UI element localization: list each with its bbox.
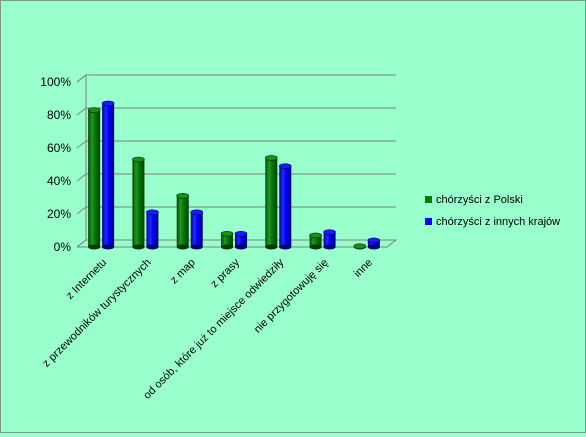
x-tick-label: z prasy xyxy=(209,256,243,290)
bar xyxy=(278,163,292,250)
bar xyxy=(132,156,145,250)
side-wall xyxy=(76,73,87,248)
bar-top xyxy=(87,107,101,113)
bar-base xyxy=(190,244,203,250)
bar-base xyxy=(88,244,101,250)
bar-base xyxy=(235,244,247,250)
bar-body xyxy=(309,235,322,247)
bar-body xyxy=(221,233,233,247)
bar-body xyxy=(235,233,247,247)
bar-body xyxy=(146,212,159,247)
y-tick-label: 80% xyxy=(47,108,71,122)
bar-top xyxy=(220,231,234,237)
bar-top xyxy=(146,209,159,216)
x-tick-label: z Internetu xyxy=(64,257,109,302)
x-tick-label: inne xyxy=(352,257,375,280)
bar xyxy=(264,155,278,250)
gridline-diagonal xyxy=(76,107,87,116)
gridline-diagonal xyxy=(76,140,87,149)
bar-top xyxy=(101,100,115,107)
y-tick-label: 40% xyxy=(47,174,71,188)
bar-top xyxy=(367,237,381,244)
bar-base xyxy=(102,244,115,250)
bar-base xyxy=(279,244,292,250)
bar xyxy=(146,209,159,250)
bar xyxy=(234,231,248,250)
bar xyxy=(323,229,336,250)
bar-body xyxy=(88,110,101,247)
bar-base xyxy=(146,244,159,250)
x-tick-label: z map xyxy=(168,257,198,287)
bar xyxy=(87,107,101,250)
bar-base xyxy=(221,244,233,250)
bar-base xyxy=(265,244,278,250)
bar-base xyxy=(367,244,380,250)
bar-top xyxy=(176,193,190,199)
bar-body xyxy=(132,159,145,247)
bar-body xyxy=(279,166,292,247)
bar xyxy=(367,237,381,250)
y-tick-label: 0% xyxy=(54,240,72,254)
bar-base xyxy=(323,244,336,250)
legend-swatch xyxy=(425,218,432,225)
y-tick-label: 100% xyxy=(40,75,71,89)
bar-top xyxy=(264,155,278,161)
bar-top xyxy=(234,231,248,237)
bar-top xyxy=(353,243,367,249)
bar xyxy=(353,243,367,250)
bar-body xyxy=(176,195,189,247)
bar xyxy=(309,232,322,250)
bar-body xyxy=(190,212,203,247)
y-tick-label: 20% xyxy=(47,207,71,221)
y-tick-label: 60% xyxy=(47,141,71,155)
bar-top xyxy=(309,232,322,239)
bar xyxy=(220,231,234,250)
gridline-diagonal xyxy=(76,74,87,83)
bar xyxy=(190,209,204,250)
legend-label: chórzyści z innych krajów xyxy=(436,216,560,228)
bar-top xyxy=(132,156,145,163)
bar-base xyxy=(132,244,145,250)
gridline-diagonal xyxy=(76,239,87,248)
x-tick-label: nie przygotowuję się xyxy=(252,257,331,336)
bar-body xyxy=(265,157,278,247)
bar xyxy=(101,100,115,250)
bar-body xyxy=(102,103,115,247)
bar-base xyxy=(176,244,189,250)
bar-top xyxy=(190,209,204,216)
bar-base xyxy=(309,244,322,250)
gridline-diagonal xyxy=(76,206,87,215)
bar-body xyxy=(323,232,336,247)
bar xyxy=(176,193,190,250)
gridline-diagonal xyxy=(76,173,87,182)
bar-body xyxy=(367,240,380,247)
legend-label: chórzyści z Polski xyxy=(436,194,523,206)
bar-top xyxy=(323,229,336,235)
bar-top xyxy=(278,163,292,169)
legend-swatch xyxy=(425,196,432,203)
